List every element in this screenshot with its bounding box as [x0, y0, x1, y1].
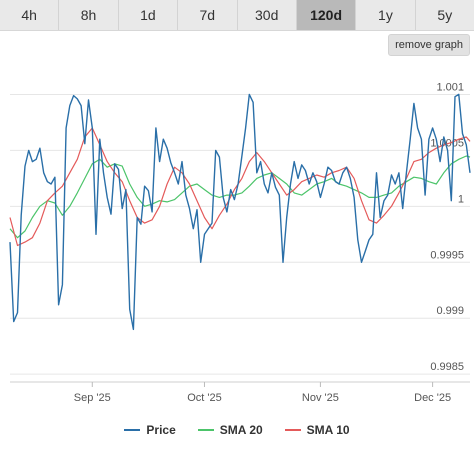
legend-item-sma20[interactable]: SMA 20 — [197, 423, 263, 437]
tab-5y[interactable]: 5y — [437, 7, 453, 23]
x-tick-label: Oct '25 — [187, 392, 222, 404]
tab-1y[interactable]: 1y — [356, 0, 416, 30]
legend-swatch-sma20 — [197, 429, 214, 431]
y-tick-label: 0.9985 — [430, 361, 464, 373]
x-tick-label: Nov '25 — [302, 392, 339, 404]
timeframe-tabs: 4h 8h 1d 7d 30d 120d 1y 5y — [0, 0, 474, 31]
tab-1d[interactable]: 1d — [119, 0, 179, 30]
x-tick-label: Dec '25 — [414, 392, 451, 404]
x-tick-label: Sep '25 — [74, 392, 111, 404]
chart-legend: Price SMA 20 SMA 10 — [0, 420, 474, 440]
legend-label-sma20: SMA 20 — [219, 423, 263, 437]
legend-label-sma10: SMA 10 — [306, 423, 350, 437]
y-tick-label: 1.001 — [436, 81, 464, 93]
tab-120d[interactable]: 120d — [296, 0, 357, 30]
legend-label-price: Price — [146, 423, 176, 437]
tab-30d[interactable]: 30d — [238, 0, 297, 30]
tab-8h[interactable]: 8h — [59, 0, 119, 30]
tab-7d[interactable]: 7d — [178, 0, 238, 30]
series-line-sma10 — [9, 127, 471, 247]
legend-swatch-price — [124, 429, 141, 431]
legend-swatch-sma10 — [284, 429, 301, 431]
series-line-price — [9, 93, 471, 331]
legend-item-price[interactable]: Price — [124, 423, 176, 437]
tab-4h[interactable]: 4h — [0, 0, 60, 30]
legend-item-sma10[interactable]: SMA 10 — [284, 423, 350, 437]
y-tick-label: 0.9995 — [430, 249, 464, 261]
y-tick-label: 1 — [458, 193, 464, 205]
remove-graph-button[interactable]: remove graph — [388, 34, 470, 56]
series-line-sma20 — [9, 155, 471, 239]
y-tick-label: 0.999 — [436, 305, 464, 317]
